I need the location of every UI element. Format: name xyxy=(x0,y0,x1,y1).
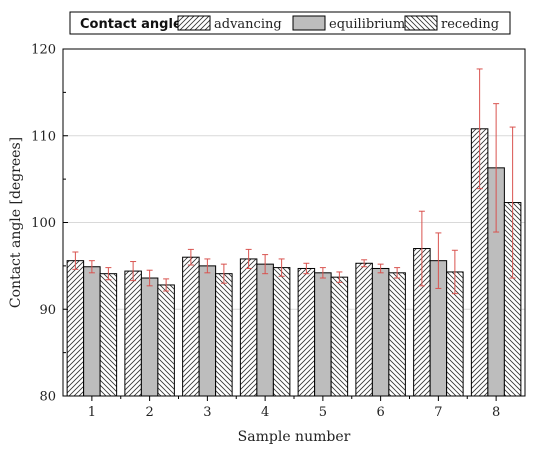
error-bar-advancing-2 xyxy=(130,261,137,282)
y-tick-label: 110 xyxy=(31,129,56,144)
error-bar-receding-2 xyxy=(163,278,170,292)
error-bar-advancing-3 xyxy=(187,248,194,266)
bar-equilibrium-2 xyxy=(140,277,159,397)
bar-advancing-5 xyxy=(297,267,316,397)
bar-receding-4 xyxy=(272,267,291,397)
x-axis-title: Sample number xyxy=(238,429,351,445)
error-bar-equilibrium-7 xyxy=(435,232,442,289)
bar-receding-5 xyxy=(330,276,349,397)
bar-equilibrium-6 xyxy=(371,267,390,397)
legend-item-advancing: advancing xyxy=(177,15,282,32)
error-bar-equilibrium-5 xyxy=(319,267,326,279)
bar-equilibrium-4 xyxy=(256,263,274,397)
bar-equilibrium-3 xyxy=(198,265,217,397)
y-axis: 80 90 100 110 120 xyxy=(31,43,68,405)
error-bar-receding-8 xyxy=(509,126,516,279)
error-bar-advancing-5 xyxy=(303,262,310,275)
error-bar-advancing-1 xyxy=(72,251,79,270)
error-bar-advancing-4 xyxy=(245,248,252,269)
y-tick-label: 120 xyxy=(31,43,56,58)
bar-equilibrium-1 xyxy=(83,266,101,397)
legend-label: advancing xyxy=(214,17,282,32)
x-tick-label: 2 xyxy=(145,405,153,420)
x-tick-label: 8 xyxy=(492,405,500,420)
error-bar-receding-5 xyxy=(336,271,343,283)
legend-items: advancing equilibrium receding xyxy=(177,15,499,32)
bar-advancing-4 xyxy=(239,258,258,397)
bar-advancing-1 xyxy=(66,260,85,397)
legend-swatch xyxy=(177,15,211,31)
x-tick-label: 3 xyxy=(203,405,211,420)
error-bar-receding-7 xyxy=(451,249,458,295)
x-tick-label: 7 xyxy=(434,405,442,420)
error-bars xyxy=(72,68,516,295)
error-bar-receding-3 xyxy=(220,263,227,284)
legend-item-equilibrium: equilibrium xyxy=(292,15,405,32)
error-bar-advancing-7 xyxy=(418,210,425,287)
y-tick-label: 100 xyxy=(31,216,56,231)
bar-advancing-6 xyxy=(355,262,373,397)
x-tick-label: 5 xyxy=(319,405,327,420)
legend-item-receding: receding xyxy=(404,15,499,32)
error-bar-equilibrium-1 xyxy=(88,260,95,274)
error-bar-advancing-8 xyxy=(476,68,483,190)
error-bar-receding-1 xyxy=(105,267,112,281)
legend-label: receding xyxy=(441,17,499,32)
legend-swatch xyxy=(404,15,438,31)
error-bar-equilibrium-2 xyxy=(146,269,153,287)
legend: Contact angle: advancing equilibrium reced… xyxy=(69,11,511,35)
bar-advancing-2 xyxy=(124,270,142,397)
x-tick-label: 6 xyxy=(376,405,384,420)
bar-receding-6 xyxy=(388,272,406,397)
y-tick-label: 80 xyxy=(39,390,56,405)
error-bar-equilibrium-4 xyxy=(262,254,269,275)
y-axis-title: Contact angle [degrees] xyxy=(8,137,24,308)
error-bar-advancing-6 xyxy=(361,259,368,268)
y-tick-label: 90 xyxy=(39,303,56,318)
bar-receding-2 xyxy=(157,284,175,397)
bar-equilibrium-5 xyxy=(314,272,332,397)
bar-receding-1 xyxy=(99,273,118,397)
bar-receding-3 xyxy=(215,273,233,397)
error-bar-receding-4 xyxy=(278,258,285,277)
legend-swatch xyxy=(292,15,326,31)
error-bar-receding-6 xyxy=(394,267,401,279)
legend-title: Contact angle: xyxy=(80,17,187,32)
x-tick-label: 4 xyxy=(261,405,269,420)
x-tick-label: 1 xyxy=(88,405,96,420)
error-bar-equilibrium-3 xyxy=(204,258,211,274)
error-bar-equilibrium-6 xyxy=(377,263,384,274)
bars xyxy=(66,128,522,397)
error-bar-equilibrium-8 xyxy=(493,103,500,233)
bar-advancing-3 xyxy=(182,256,200,397)
legend-label: equilibrium xyxy=(329,17,405,32)
x-axis: 1 2 3 4 5 6 7 8 xyxy=(88,396,500,420)
